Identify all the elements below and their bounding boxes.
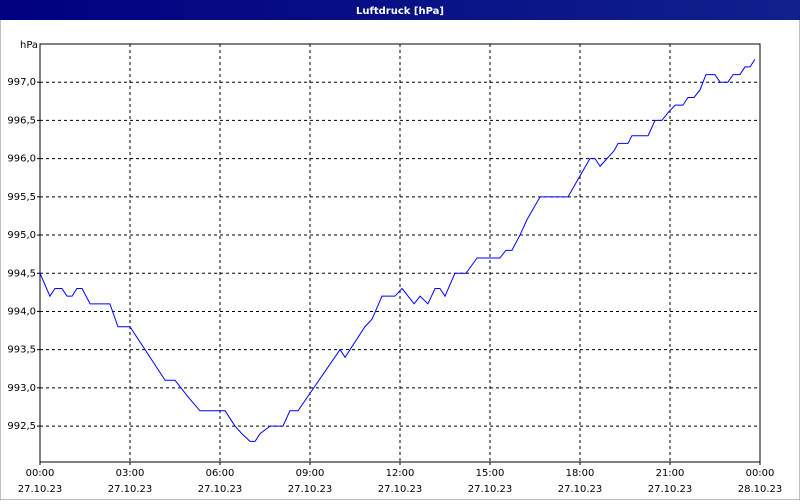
x-tick-label: 00:00 (26, 468, 55, 479)
y-tick-label: 994,0 (7, 306, 36, 317)
y-tick-label: 994,5 (7, 268, 36, 279)
y-tick-label: 993,5 (7, 345, 36, 356)
x-tick-date: 27.10.23 (288, 484, 333, 495)
y-tick-label: 997,0 (7, 77, 36, 88)
x-tick-label: 03:00 (116, 468, 145, 479)
x-tick-label: 00:00 (746, 468, 775, 479)
y-tick-label: 996,0 (7, 154, 36, 165)
y-axis-label: hPa (20, 40, 38, 51)
x-tick-label: 18:00 (566, 468, 595, 479)
x-tick-date: 27.10.23 (378, 484, 423, 495)
x-tick-date: 27.10.23 (558, 484, 603, 495)
x-tick-date: 27.10.23 (648, 484, 693, 495)
y-tick-label: 993,0 (7, 383, 36, 394)
x-tick-label: 15:00 (476, 468, 505, 479)
x-tick-date: 27.10.23 (18, 484, 63, 495)
title-bar (0, 0, 800, 20)
y-tick-label: 992,5 (7, 421, 36, 432)
y-tick-label: 996,5 (7, 115, 36, 126)
x-tick-date: 28.10.23 (738, 484, 783, 495)
x-tick-label: 21:00 (656, 468, 685, 479)
x-tick-date: 27.10.23 (108, 484, 153, 495)
x-tick-date: 27.10.23 (468, 484, 513, 495)
x-tick-date: 27.10.23 (198, 484, 243, 495)
y-tick-label: 995,0 (7, 230, 36, 241)
y-tick-label: 995,5 (7, 192, 36, 203)
data-line (39, 59, 756, 442)
x-tick-label: 09:00 (296, 468, 325, 479)
x-tick-label: 06:00 (206, 468, 235, 479)
x-tick-label: 12:00 (386, 468, 415, 479)
chart-title: Luftdruck [hPa] (356, 6, 444, 17)
